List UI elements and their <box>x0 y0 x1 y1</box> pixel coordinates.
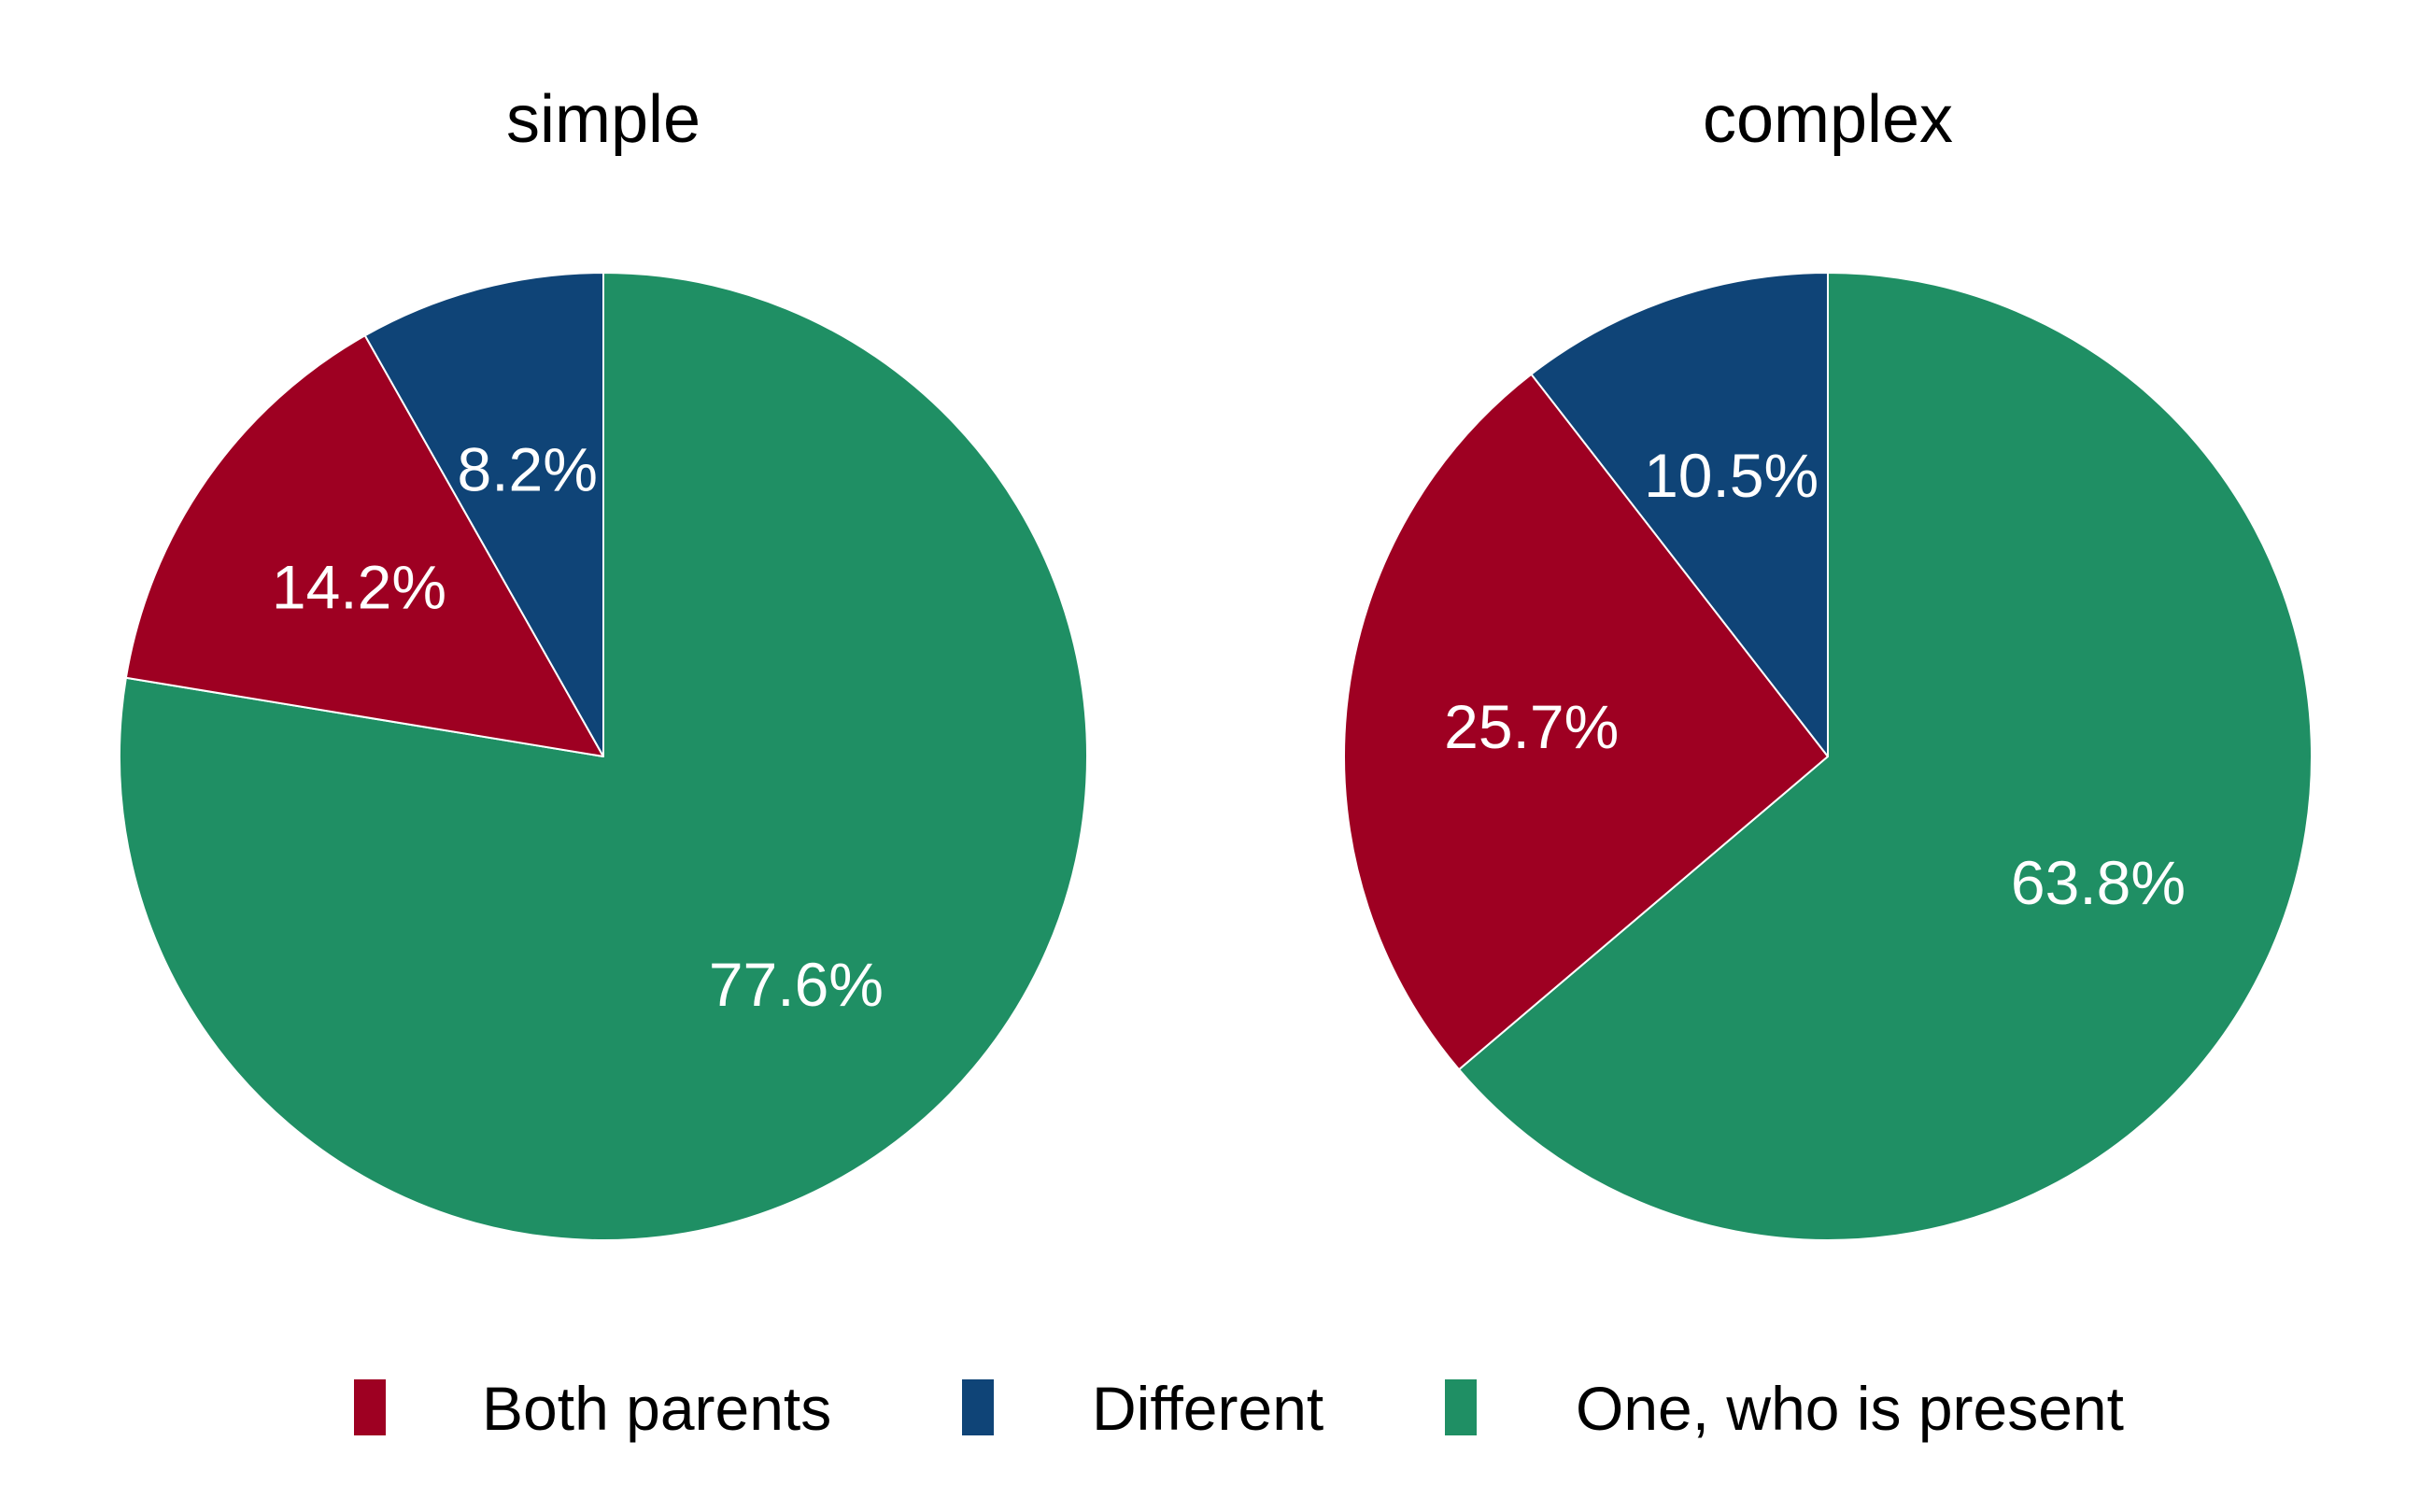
pie-title-simple: simple <box>506 82 701 157</box>
legend-swatch-one-who-is-present <box>1445 1379 1477 1435</box>
slice-label-simple-both-parents: 14.2% <box>272 552 446 621</box>
legend-swatch-both-parents <box>354 1379 386 1435</box>
pie-title-complex: complex <box>1703 82 1953 157</box>
pie-chart-complex: 63.8% 25.7% 10.5% complex <box>1343 82 2313 1241</box>
legend-label-different: Different <box>1092 1374 1323 1443</box>
pie-slice-simple-both-parents <box>124 334 604 757</box>
pie-slice-complex-one-who-is-present <box>1458 272 2313 1241</box>
slice-label-simple-one-who-is-present: 77.6% <box>709 950 884 1019</box>
pie-slice-complex-both-parents <box>1343 373 1829 1071</box>
legend-label-one-who-is-present: One, who is present <box>1576 1374 2124 1443</box>
legend-swatch-different <box>962 1379 994 1435</box>
slice-label-complex-different: 10.5% <box>1644 441 1819 510</box>
pie-slice-complex-different <box>1530 272 1829 757</box>
slice-label-complex-one-who-is-present: 63.8% <box>2011 848 2186 917</box>
pie-slice-simple-different <box>363 272 604 757</box>
legend: Both parents Different One, who is present <box>354 1374 2124 1443</box>
pie-chart-simple: 77.6% 14.2%8.2% simple <box>119 82 1088 1241</box>
slice-label-simple-different: 8.2% <box>458 435 598 504</box>
slice-label-complex-both-parents: 25.7% <box>1444 692 1619 761</box>
legend-label-both-parents: Both parents <box>482 1374 831 1443</box>
